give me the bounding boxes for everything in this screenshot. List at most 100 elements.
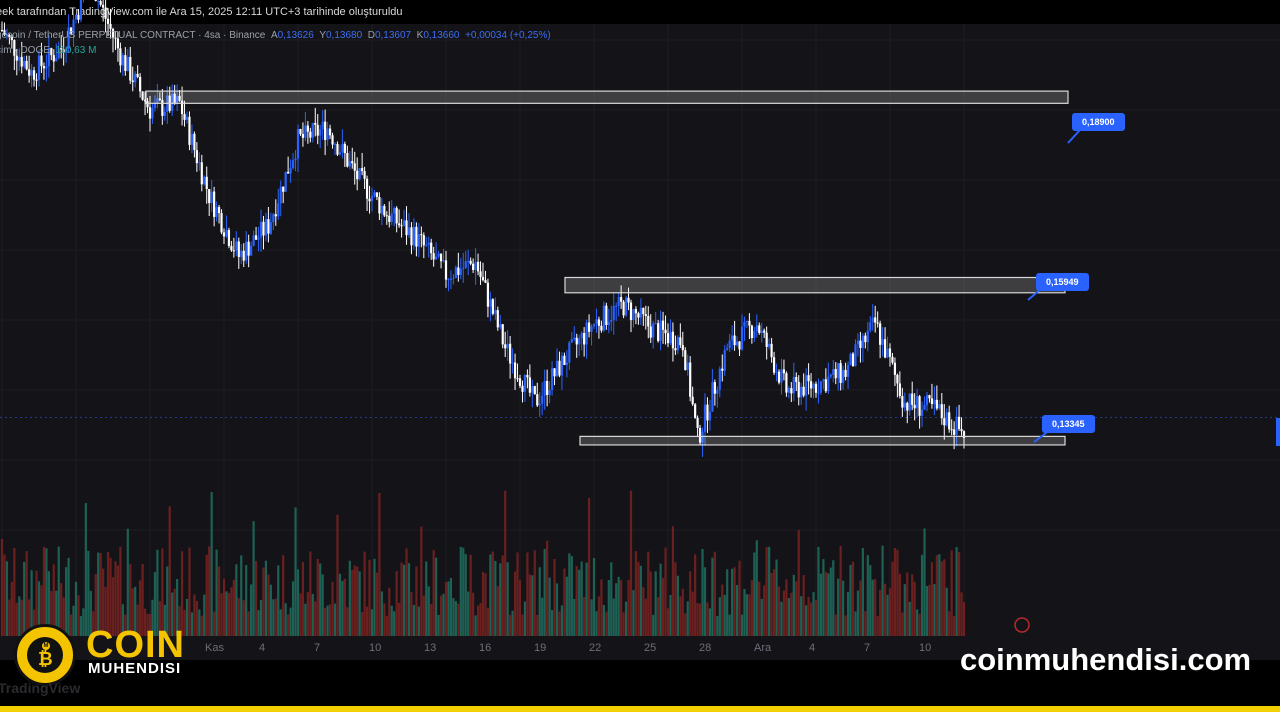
candle-body bbox=[52, 55, 55, 62]
volume-bar bbox=[834, 614, 837, 636]
volume-bar bbox=[353, 565, 356, 636]
candle-body bbox=[324, 121, 327, 140]
candle-body bbox=[518, 378, 522, 386]
volume-bar bbox=[40, 585, 43, 636]
volume-bar bbox=[37, 581, 41, 636]
candle-body bbox=[708, 411, 712, 421]
price-label-mid: 0,15949 bbox=[1036, 273, 1089, 291]
candle-body bbox=[235, 241, 238, 251]
volume-bar bbox=[748, 594, 751, 636]
candle-body bbox=[755, 325, 758, 332]
volume-bar bbox=[459, 546, 462, 636]
volume-bar bbox=[0, 538, 4, 636]
volume-bar bbox=[222, 578, 226, 636]
candle-body bbox=[385, 215, 388, 217]
candle-body bbox=[888, 348, 892, 357]
volume-bar bbox=[442, 593, 445, 636]
volume-bar bbox=[891, 561, 894, 636]
volume-bar bbox=[79, 615, 83, 636]
symbol-name: gecoin / TetherUS PERPETUAL CONTRACT · 4… bbox=[0, 30, 266, 41]
candle-body bbox=[321, 121, 324, 130]
volume-bar bbox=[247, 611, 250, 636]
candle-body bbox=[738, 341, 741, 350]
volume-bar bbox=[538, 567, 541, 636]
candle-body bbox=[918, 396, 921, 416]
candle-body bbox=[210, 191, 213, 204]
volume-bar bbox=[499, 563, 502, 636]
candle-body bbox=[55, 58, 58, 62]
volume-bar bbox=[294, 507, 297, 636]
chart-area[interactable] bbox=[0, 24, 1280, 660]
candle-body bbox=[864, 335, 867, 343]
volume-bar bbox=[336, 514, 339, 636]
candle-body bbox=[809, 381, 813, 389]
volume-bar bbox=[627, 579, 630, 636]
volume-bar bbox=[259, 599, 263, 636]
volume-bar bbox=[911, 574, 914, 636]
volume-bar bbox=[775, 559, 778, 636]
candle-body bbox=[237, 241, 240, 257]
candle-body bbox=[299, 129, 302, 134]
volume-bar bbox=[602, 604, 605, 636]
candle-body bbox=[587, 322, 591, 332]
candle-body bbox=[701, 431, 704, 443]
volume-bar bbox=[671, 526, 675, 636]
volume-bar bbox=[262, 567, 265, 636]
candle-body bbox=[353, 163, 356, 171]
candle-body bbox=[883, 339, 887, 358]
volume-bar bbox=[711, 557, 714, 636]
volume-bar bbox=[316, 558, 319, 636]
candle-body bbox=[240, 250, 243, 257]
candle-body bbox=[733, 335, 736, 346]
volume-bar bbox=[407, 563, 411, 636]
candle-body bbox=[380, 205, 383, 214]
candle-body bbox=[543, 380, 546, 396]
volume-bar bbox=[738, 560, 741, 636]
candle-body bbox=[178, 95, 181, 101]
x-tick-label: 28 bbox=[699, 642, 712, 654]
candle-body bbox=[333, 143, 337, 145]
volume-bar bbox=[624, 601, 628, 636]
volume-bar bbox=[220, 593, 223, 636]
candle-body bbox=[898, 383, 901, 397]
volume-bar bbox=[188, 547, 191, 636]
candle-body bbox=[309, 131, 312, 138]
candle-body bbox=[573, 337, 576, 340]
volume-bar bbox=[405, 548, 408, 636]
volume-bar bbox=[772, 569, 776, 636]
candle-body bbox=[642, 307, 645, 315]
volume-bar bbox=[284, 603, 287, 636]
price-chart[interactable] bbox=[0, 0, 1280, 660]
volume-bar bbox=[871, 579, 874, 636]
volume-bar bbox=[750, 580, 753, 636]
volume-bar bbox=[203, 594, 206, 636]
zone-resistance-mid bbox=[564, 276, 1066, 294]
candle-body bbox=[124, 55, 127, 71]
volume-bar bbox=[935, 555, 938, 636]
volume-bar bbox=[225, 591, 228, 636]
candle-body bbox=[501, 324, 504, 345]
volume-bar bbox=[918, 613, 921, 636]
candle-body bbox=[612, 306, 615, 320]
candle-body bbox=[928, 395, 931, 399]
volume-bar bbox=[728, 614, 731, 636]
candle-body bbox=[945, 412, 948, 426]
volume-bar bbox=[215, 549, 218, 636]
candle-body bbox=[35, 79, 38, 81]
candle-body bbox=[782, 369, 786, 374]
volume-bar bbox=[272, 599, 275, 636]
candle-body bbox=[684, 350, 687, 371]
volume-bar bbox=[385, 615, 388, 636]
volume-bar bbox=[301, 562, 305, 636]
candle-body bbox=[849, 353, 852, 365]
candle-body bbox=[846, 364, 850, 377]
volume-bar bbox=[346, 607, 349, 636]
volume-bar bbox=[240, 555, 243, 636]
volume-bar bbox=[195, 600, 198, 636]
candle-body bbox=[689, 362, 692, 397]
candle-body bbox=[957, 416, 961, 430]
volume-bar bbox=[913, 581, 916, 636]
volume-bar bbox=[242, 600, 245, 636]
coin-logo-icon: M ₿ bbox=[14, 624, 76, 686]
volume-bar bbox=[257, 610, 260, 636]
